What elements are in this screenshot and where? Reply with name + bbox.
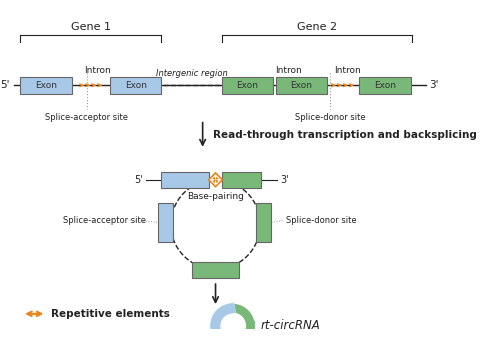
Text: Intron: Intron — [334, 66, 360, 75]
Text: Splice-donor site: Splice-donor site — [294, 113, 365, 122]
Text: Read-through transcription and backsplicing: Read-through transcription and backsplic… — [213, 130, 477, 140]
Bar — [162, 172, 208, 188]
Text: 3': 3' — [430, 80, 439, 90]
Bar — [192, 262, 239, 278]
Bar — [222, 77, 273, 94]
Polygon shape — [208, 173, 222, 187]
Text: Exon: Exon — [290, 81, 312, 90]
Polygon shape — [212, 180, 216, 183]
Polygon shape — [216, 180, 219, 183]
Text: Splice-acceptor site: Splice-acceptor site — [64, 216, 146, 225]
Text: Exon: Exon — [374, 81, 396, 90]
Polygon shape — [216, 177, 219, 180]
Text: Gene 1: Gene 1 — [71, 22, 111, 32]
Text: Intergenic region: Intergenic region — [156, 69, 228, 78]
Bar — [276, 77, 327, 94]
Text: Intron: Intron — [275, 66, 302, 75]
Text: Exon: Exon — [36, 81, 58, 90]
Polygon shape — [212, 177, 216, 180]
Bar — [158, 203, 174, 242]
Bar — [110, 77, 162, 94]
Text: 3': 3' — [280, 175, 288, 185]
Text: Gene 2: Gene 2 — [297, 22, 337, 32]
Text: 5': 5' — [134, 175, 142, 185]
Bar — [359, 77, 410, 94]
Text: Base-pairing: Base-pairing — [187, 192, 244, 201]
Bar — [256, 203, 272, 242]
Bar — [20, 77, 72, 94]
Text: Splice-donor site: Splice-donor site — [286, 216, 356, 225]
Text: Splice-acceptor site: Splice-acceptor site — [45, 113, 128, 122]
Bar — [222, 172, 261, 188]
Text: rt-circRNA: rt-circRNA — [260, 319, 320, 332]
Text: Exon: Exon — [236, 81, 258, 90]
Text: Exon: Exon — [124, 81, 146, 90]
Circle shape — [220, 313, 246, 339]
Text: Intron: Intron — [84, 66, 111, 75]
Text: 5': 5' — [0, 80, 10, 90]
Text: Repetitive elements: Repetitive elements — [52, 309, 171, 319]
